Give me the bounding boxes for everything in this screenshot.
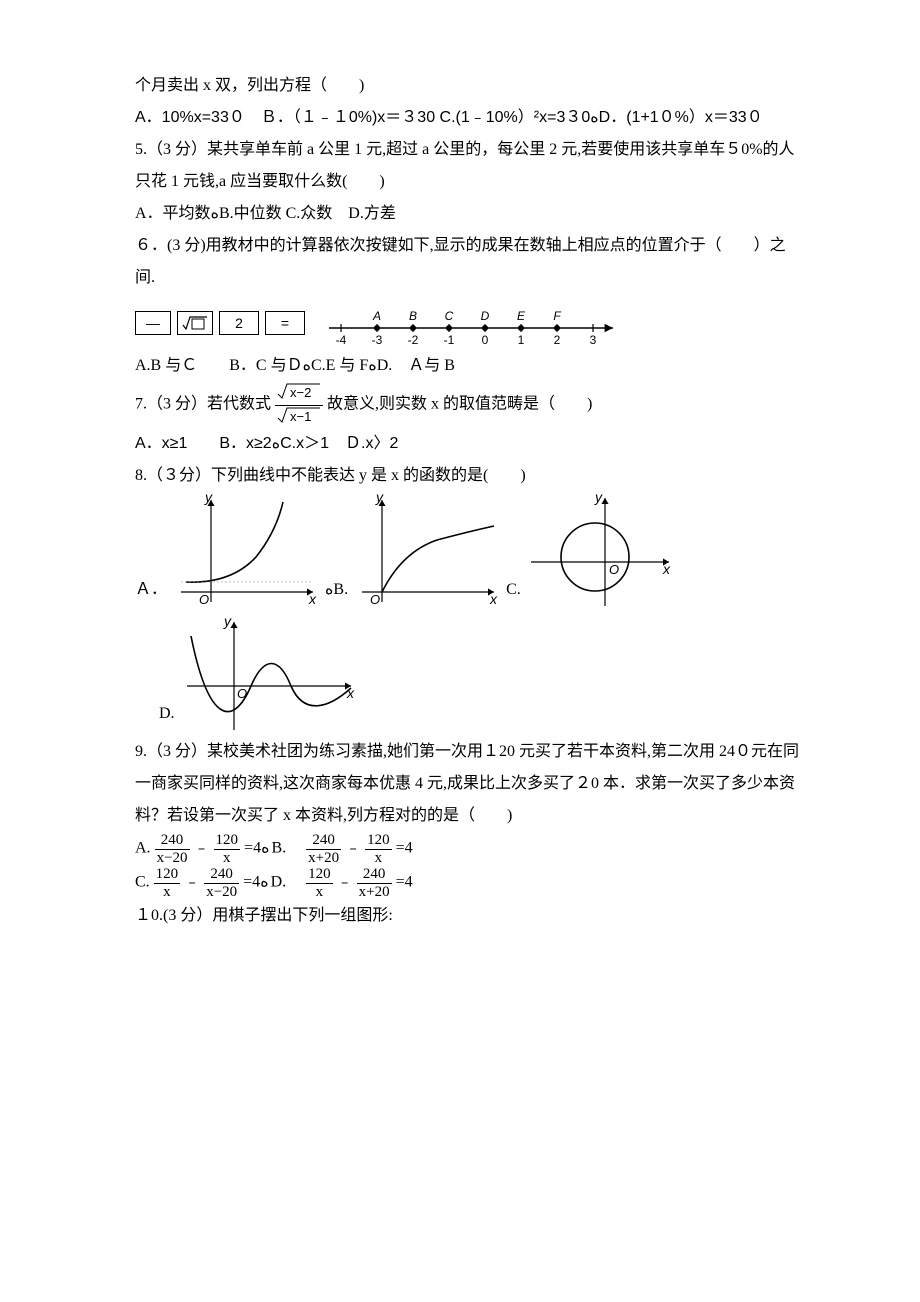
svg-text:y: y (594, 492, 603, 505)
svg-text:x−2: x−2 (290, 385, 311, 400)
svg-text:-3: -3 (372, 333, 383, 347)
q8-label-c: C. (506, 574, 521, 612)
svg-text:-2: -2 (408, 333, 419, 347)
q8-graph-a: y x O (171, 492, 321, 612)
svg-text:x−1: x−1 (290, 409, 311, 424)
q8-label-a: Ａ． (135, 574, 167, 612)
svg-text:x: x (662, 561, 671, 577)
svg-text:-4: -4 (336, 333, 347, 347)
q9c-tail: =4ﻩ (243, 874, 268, 891)
q9b-num1: 240 (306, 832, 341, 850)
q9a-num1: 240 (155, 832, 190, 850)
q9c-num2: 240 (204, 866, 239, 884)
svg-text:x: x (489, 591, 498, 607)
q4-cont: 个月卖出 x 双，列出方程（ ) (135, 70, 805, 102)
calc-key-neg: — (135, 311, 171, 335)
q9b-tail: =4 (396, 840, 413, 857)
q9d-num1: 120 (306, 866, 333, 884)
svg-text:2: 2 (554, 333, 561, 347)
q6-stem: ６．(3 分)用教材中的计算器依次按键如下,显示的成果在数轴上相应点的位置介于（… (135, 230, 805, 294)
svg-text:A: A (372, 309, 381, 323)
q8-figures-row2: D. y x O (135, 616, 805, 736)
svg-text:O: O (199, 592, 209, 607)
q9-c-label: C. (135, 874, 150, 891)
q6-row: — 2 = -4 -3 -2 -1 0 1 2 3 A B C D E F (135, 298, 805, 348)
svg-text:C: C (445, 309, 454, 323)
calc-key-2: 2 (219, 311, 259, 335)
q7-post: 故意义,则实数 x 的取值范畴是（ ) (327, 396, 592, 413)
q9-opts-ab: A. 240x−20 ﹣ 120x =4ﻩ B. 240x+20 ﹣ 120x … (135, 832, 805, 866)
q5-stem: 5.（3 分）某共享单车前 a 公里 1 元,超过 a 公里的，每公里 2 元,… (135, 134, 805, 198)
q8-label-d: D. (159, 698, 175, 736)
q9-a-label: A. (135, 840, 151, 857)
q8-graph-d: y x O (179, 616, 359, 736)
q9a-den2: x (214, 850, 241, 867)
q8-stem: 8.（３分）下列曲线中不能表达 y 是 x 的函数的是( ) (135, 460, 805, 492)
q9b-num2: 120 (365, 832, 392, 850)
svg-text:y: y (375, 492, 384, 505)
svg-text:x: x (308, 591, 317, 607)
svg-text:D: D (481, 309, 490, 323)
q8-graph-c: y x O (525, 492, 675, 612)
svg-text:-1: -1 (444, 333, 455, 347)
q9c-num1: 120 (154, 866, 181, 884)
svg-text:E: E (517, 309, 526, 323)
q9-d-label: D. (271, 874, 303, 891)
q9b-den1: x+20 (306, 850, 341, 867)
svg-text:y: y (223, 616, 232, 629)
svg-text:x: x (346, 685, 355, 701)
svg-text:1: 1 (518, 333, 525, 347)
calc-key-sqrt (177, 311, 213, 335)
q4-options: A．10%x=33０ Ｂ．（１﹣１0%)x＝３30 C.(1﹣10%）²x=3３… (135, 102, 805, 134)
q9c-den2: x−20 (204, 884, 239, 901)
svg-text:O: O (609, 562, 619, 577)
q7-pre: 7.（3 分）若代数式 (135, 396, 271, 413)
q9d-tail: =4 (396, 874, 413, 891)
svg-text:3: 3 (590, 333, 597, 347)
q7-frac: x−2 x−1 (275, 382, 323, 428)
svg-text:O: O (370, 592, 380, 607)
q10-stem: １0.(3 分）用棋子摆出下列一组图形: (135, 900, 805, 932)
q9-stem: 9.（3 分）某校美术社团为练习素描,她们第一次用１20 元买了若干本资料,第二… (135, 736, 805, 832)
q9d-den2: x+20 (357, 884, 392, 901)
q9a-den1: x−20 (155, 850, 190, 867)
calc-key-eq: = (265, 311, 305, 335)
svg-text:B: B (409, 309, 417, 323)
sqrt-icon (182, 315, 208, 331)
svg-text:F: F (553, 309, 561, 323)
q6-options: A.B 与Ｃ B．C 与ＤﻩC.E 与 FﻩD. Ａ与 B (135, 350, 805, 382)
q9c-den1: x (154, 884, 181, 901)
q9d-den1: x (306, 884, 333, 901)
svg-text:O: O (237, 686, 247, 701)
q9a-num2: 120 (214, 832, 241, 850)
q9d-num2: 240 (357, 866, 392, 884)
q7-options: A．x≥1 B．x≥2ﻩC.x＞1 Ｄ.x〉2 (135, 428, 805, 460)
q9a-tail: =4ﻩ (244, 840, 269, 857)
q8-label-b: ﻩB. (325, 574, 348, 612)
q9-opts-cd: C. 120x ﹣ 240x−20 =4ﻩ D. 120x ﹣ 240x+20 … (135, 866, 805, 900)
q9-b-label: B. (271, 840, 302, 857)
q7-stem: 7.（3 分）若代数式 x−2 x−1 故意义,则实数 x 的取值范畴是（ ) (135, 382, 805, 428)
q8-figures-row1: Ａ． y x O ﻩB. y x O C. y x (135, 492, 805, 612)
svg-text:0: 0 (482, 333, 489, 347)
svg-text:y: y (204, 492, 213, 505)
q8-graph-b: y x O (352, 492, 502, 612)
q5-options: A．平均数ﻩB.中位数 C.众数 D.方差 (135, 198, 805, 230)
q9b-den2: x (365, 850, 392, 867)
numberline: -4 -3 -2 -1 0 1 2 3 A B C D E F (321, 298, 621, 348)
